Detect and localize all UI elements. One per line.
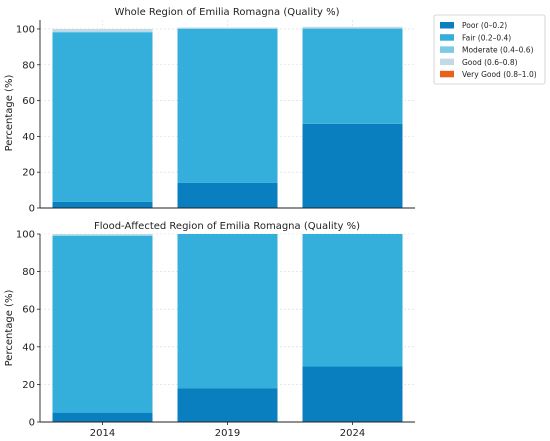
- bottom-y-tick-label: 20: [22, 380, 35, 391]
- top-bar-2014-series-2: [52, 31, 153, 33]
- top-y-tick-label: 60: [22, 96, 35, 107]
- bottom-chart-title: Flood-Affected Region of Emilia Romagna …: [94, 221, 360, 232]
- top-bar-2024-series-2: [302, 28, 403, 29]
- top-bar-2024-series-0: [302, 123, 403, 208]
- top-bar-2019-series-0: [177, 182, 278, 208]
- legend-swatch: [440, 70, 454, 78]
- top-bar-2014-series-3: [52, 28, 153, 32]
- bottom-axes-frame: [39, 234, 415, 423]
- bottom-bar-2019-series-0: [177, 388, 278, 422]
- top-bar-2024-series-3: [302, 26, 403, 29]
- x-tick-label-2019: 2019: [215, 428, 240, 439]
- bottom-bar-2024-series-0: [302, 366, 403, 422]
- top-chart-title: Whole Region of Emilia Romagna (Quality …: [114, 7, 339, 18]
- bottom-y-ticks: 0 20 40 60 80 100: [16, 230, 40, 429]
- bottom-bar-2024-series-1: [302, 234, 403, 367]
- bottom-x-ticks: 2014 2019 2024: [90, 422, 365, 439]
- bottom-bar-2014-series-2: [52, 235, 153, 236]
- bottom-bar-2014-series-1: [52, 235, 153, 413]
- legend-swatch: [440, 22, 454, 29]
- bottom-y-axis-label: Percentage (%): [4, 290, 15, 367]
- bottom-bar-2019-series-1: [177, 234, 278, 389]
- legend-label: Moderate (0.4–0.6): [462, 46, 534, 55]
- top-axes-frame: [39, 20, 415, 209]
- x-tick-label-2024: 2024: [340, 428, 365, 439]
- legend-swatch: [440, 34, 454, 41]
- x-tick-label-2014: 2014: [90, 428, 115, 439]
- legend: Poor (0–0.2) Fair (0.2–0.4) Moderate (0.4–…: [433, 14, 546, 85]
- top-y-tick-label: 40: [22, 132, 35, 143]
- legend-label: Poor (0–0.2): [462, 21, 507, 30]
- top-y-tick-label: 20: [22, 168, 35, 179]
- bottom-bars: [52, 234, 403, 422]
- bottom-panel: Flood-Affected Region of Emilia Romagna …: [4, 221, 415, 439]
- top-y-ticks: 0 20 40 60 80 100: [16, 24, 40, 215]
- legend-items: Poor (0–0.2) Fair (0.2–0.4) Moderate (0.4–…: [440, 21, 537, 79]
- bottom-bar-2014-series-3: [52, 234, 153, 236]
- top-panel: Whole Region of Emilia Romagna (Quality …: [4, 7, 415, 215]
- bottom-y-tick-label: 60: [22, 305, 35, 316]
- top-y-tick-label: 0: [29, 204, 35, 215]
- top-y-axis-label: Percentage (%): [4, 75, 15, 152]
- bottom-y-tick-label: 80: [22, 267, 35, 278]
- top-bar-2019-series-3: [177, 27, 278, 29]
- legend-label: Good (0.6–0.8): [462, 58, 518, 67]
- legend-label: Fair (0.2–0.4): [462, 33, 511, 42]
- top-bar-2019-series-2: [177, 28, 278, 29]
- top-bar-2024-series-1: [302, 28, 403, 124]
- legend-swatch: [440, 46, 454, 53]
- bottom-y-tick-label: 100: [16, 230, 35, 241]
- bottom-y-tick-label: 40: [22, 342, 35, 353]
- legend-label: Very Good (0.8–1.0): [462, 70, 537, 79]
- top-y-tick-label: 80: [22, 60, 35, 71]
- legend-swatch: [440, 58, 454, 66]
- top-bars: [52, 26, 403, 208]
- legend-frame: [433, 14, 546, 85]
- bottom-bar-2014-series-0: [52, 412, 153, 422]
- top-bar-2014-series-0: [52, 201, 153, 208]
- top-y-tick-label: 100: [16, 24, 35, 35]
- top-bar-2014-series-1: [52, 32, 153, 202]
- bottom-y-tick-label: 0: [29, 418, 35, 429]
- top-bar-2019-series-1: [177, 28, 278, 183]
